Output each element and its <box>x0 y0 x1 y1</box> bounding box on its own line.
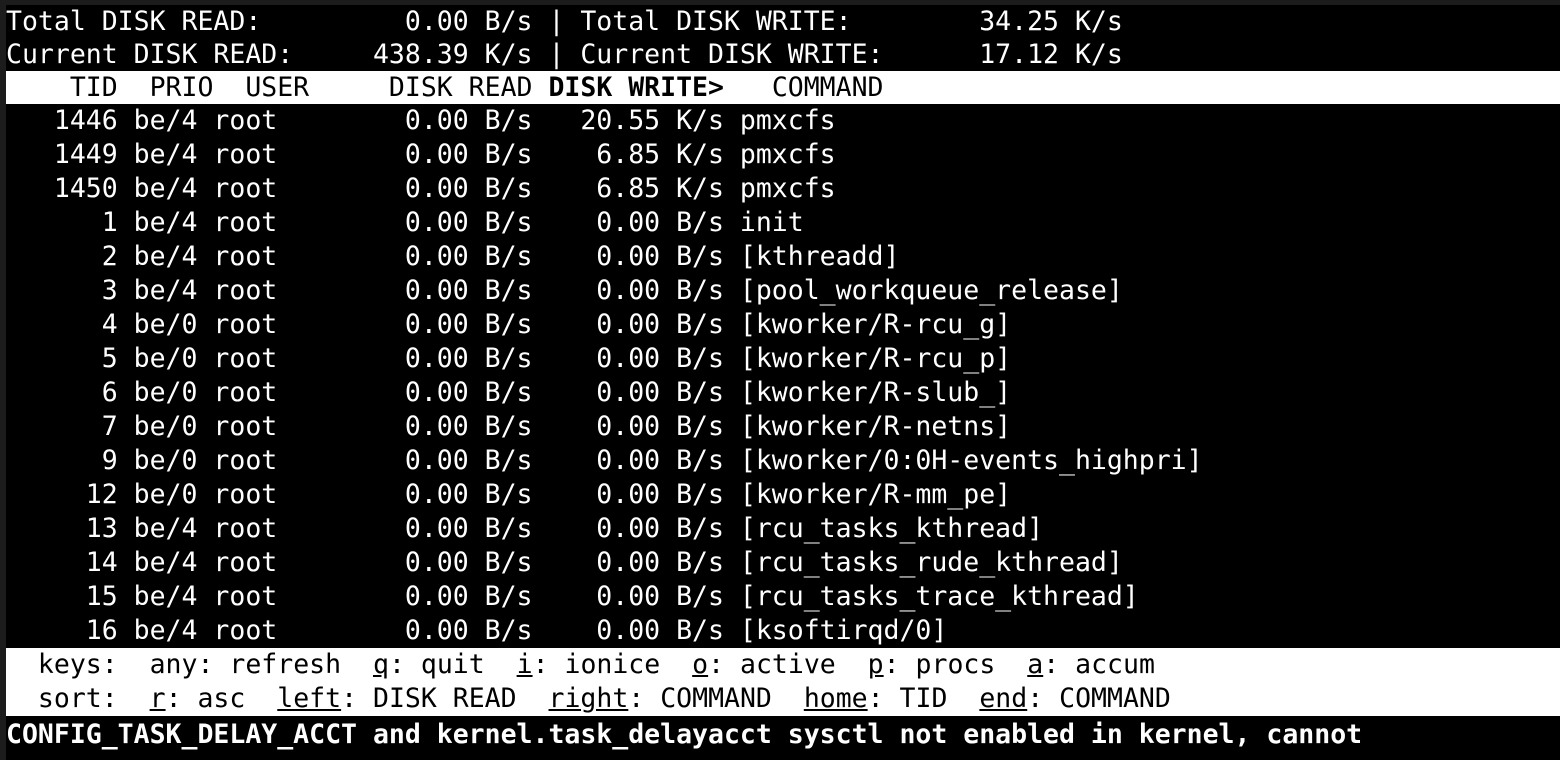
help-separator <box>995 649 1027 680</box>
help-key-label: : quit <box>388 649 485 680</box>
help-key-any[interactable]: any: refresh <box>150 649 341 680</box>
help-key-o[interactable]: o: active <box>692 649 836 680</box>
help-sort-home[interactable]: home: TID <box>804 683 948 714</box>
hotkey-letter: a <box>1027 649 1044 680</box>
help-sort-r[interactable]: r: asc <box>150 683 246 714</box>
help-key-label: : ionice <box>532 649 661 680</box>
help-key-label: : active <box>708 649 836 680</box>
table-row[interactable]: 16 be/4 root 0.00 B/s 0.00 B/s [ksoftirq… <box>6 614 1560 648</box>
help-separator <box>660 649 692 680</box>
help-key-p[interactable]: p: procs <box>868 649 996 680</box>
help-keys-label: keys: <box>6 649 150 680</box>
help-key-q[interactable]: q: quit <box>373 649 485 680</box>
hotkey-letter: p <box>867 649 884 680</box>
help-sort-label-text: : asc <box>165 683 246 714</box>
help-key-label: : refresh <box>197 649 342 680</box>
help-key-label: : procs <box>883 649 996 680</box>
table-row[interactable]: 5 be/0 root 0.00 B/s 0.00 B/s [kworker/R… <box>6 342 1560 376</box>
hotkey-letter: any <box>149 649 198 680</box>
table-row[interactable]: 7 be/0 root 0.00 B/s 0.00 B/s [kworker/R… <box>6 410 1560 444</box>
summary-line-total: Total DISK READ: 0.00 B/s | Total DISK W… <box>6 5 1560 38</box>
help-separator <box>341 649 373 680</box>
table-row[interactable]: 13 be/4 root 0.00 B/s 0.00 B/s [rcu_task… <box>6 512 1560 546</box>
help-key-i[interactable]: i: ionice <box>517 649 661 680</box>
help-sort-label-text: : COMMAND <box>628 683 772 714</box>
help-line-keys[interactable]: keys: any: refresh q: quit i: ionice o: … <box>6 648 1560 682</box>
hotkey-letter: r <box>149 683 166 714</box>
summary-line-current: Current DISK READ: 438.39 K/s | Current … <box>6 38 1560 71</box>
column-header-disk-write-sorted[interactable]: DISK WRITE> <box>548 72 724 103</box>
help-key-a[interactable]: a: accum <box>1027 649 1155 680</box>
help-footer: keys: any: refresh q: quit i: ionice o: … <box>6 648 1560 716</box>
help-separator <box>836 649 868 680</box>
table-row[interactable]: 1449 be/4 root 0.00 B/s 6.85 K/s pmxcfs <box>6 138 1560 172</box>
help-key-label: : accum <box>1043 649 1155 680</box>
column-header-left: TID PRIO USER DISK READ <box>6 72 549 103</box>
table-column-header[interactable]: TID PRIO USER DISK READ DISK WRITE> COMM… <box>6 71 1560 104</box>
table-row[interactable]: 6 be/0 root 0.00 B/s 0.00 B/s [kworker/R… <box>6 376 1560 410</box>
process-table-body[interactable]: 1446 be/4 root 0.00 B/s 20.55 K/s pmxcfs… <box>6 104 1560 648</box>
help-sort-label-text: : COMMAND <box>1027 683 1171 714</box>
hotkey-letter: end <box>979 683 1028 714</box>
hotkey-letter: i <box>516 649 533 680</box>
help-sort-label-text: : TID <box>867 683 948 714</box>
table-row[interactable]: 14 be/4 root 0.00 B/s 0.00 B/s [rcu_task… <box>6 546 1560 580</box>
help-line-sort[interactable]: sort: r: asc left: DISK READ right: COMM… <box>6 682 1560 716</box>
table-row[interactable]: 4 be/0 root 0.00 B/s 0.00 B/s [kworker/R… <box>6 308 1560 342</box>
table-row[interactable]: 1450 be/4 root 0.00 B/s 6.85 K/s pmxcfs <box>6 172 1560 206</box>
help-sort-left[interactable]: left: DISK READ <box>277 683 516 714</box>
column-header-command: COMMAND <box>723 72 884 103</box>
help-separator <box>485 649 517 680</box>
kernel-warning-message: CONFIG_TASK_DELAY_ACCT and kernel.task_d… <box>6 716 1560 754</box>
help-separator <box>245 683 277 714</box>
hotkey-letter: o <box>692 649 709 680</box>
hotkey-letter: right <box>548 683 629 714</box>
table-row[interactable]: 1446 be/4 root 0.00 B/s 20.55 K/s pmxcfs <box>6 104 1560 138</box>
table-row[interactable]: 9 be/0 root 0.00 B/s 0.00 B/s [kworker/0… <box>6 444 1560 478</box>
table-row[interactable]: 1 be/4 root 0.00 B/s 0.00 B/s init <box>6 206 1560 240</box>
help-sort-right[interactable]: right: COMMAND <box>549 683 772 714</box>
table-row[interactable]: 12 be/0 root 0.00 B/s 0.00 B/s [kworker/… <box>6 478 1560 512</box>
help-sort-end[interactable]: end: COMMAND <box>979 683 1170 714</box>
help-separator <box>517 683 549 714</box>
hotkey-letter: q <box>372 649 389 680</box>
table-row[interactable]: 3 be/4 root 0.00 B/s 0.00 B/s [pool_work… <box>6 274 1560 308</box>
hotkey-letter: left <box>277 683 342 714</box>
help-separator <box>772 683 804 714</box>
terminal-screen[interactable]: Total DISK READ: 0.00 B/s | Total DISK W… <box>6 5 1560 760</box>
table-row[interactable]: 15 be/4 root 0.00 B/s 0.00 B/s [rcu_task… <box>6 580 1560 614</box>
help-sort-label-text: : DISK READ <box>341 683 517 714</box>
hotkey-letter: home <box>803 683 868 714</box>
table-row[interactable]: 2 be/4 root 0.00 B/s 0.00 B/s [kthreadd] <box>6 240 1560 274</box>
help-separator <box>947 683 979 714</box>
help-sort-label: sort: <box>6 683 150 714</box>
